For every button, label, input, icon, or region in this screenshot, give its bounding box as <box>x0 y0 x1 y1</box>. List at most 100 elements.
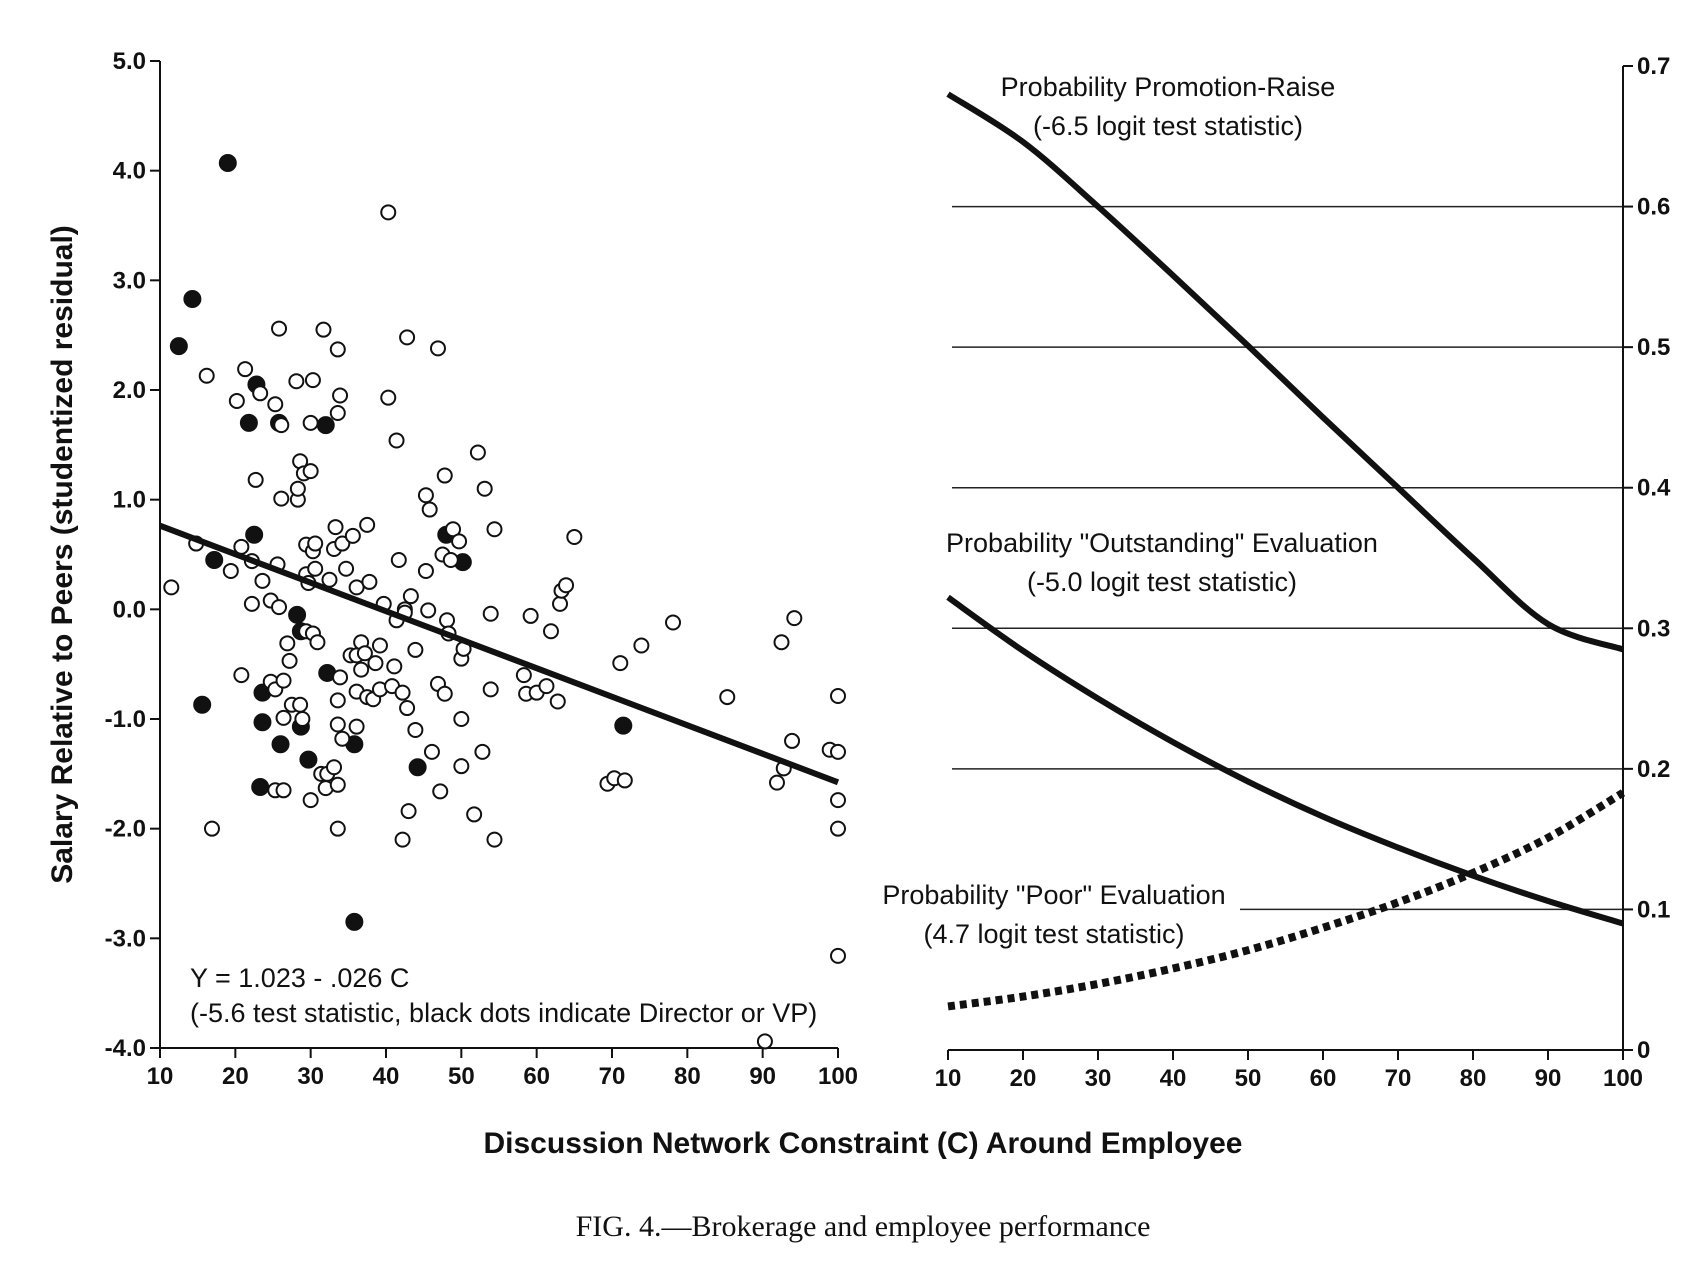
employee-point <box>307 560 324 577</box>
employee-point <box>348 718 365 735</box>
y-tick-label: -2.0 <box>105 816 146 843</box>
x-tick-label: 40 <box>1160 1065 1187 1092</box>
director-vp-point <box>251 777 270 796</box>
x-tick-label: 80 <box>1460 1065 1487 1092</box>
employee-point <box>394 831 411 848</box>
employee-point <box>329 692 346 709</box>
employee-point <box>315 321 332 338</box>
employee-point <box>538 678 555 695</box>
employee-point <box>326 759 343 776</box>
employee-point <box>436 467 453 484</box>
employee-point <box>558 577 575 594</box>
employee-point <box>329 341 346 358</box>
employee-point <box>344 527 361 544</box>
employee-point <box>830 947 846 964</box>
x-tick-label: 50 <box>448 1063 475 1090</box>
x-tick-label: 100 <box>1603 1065 1643 1092</box>
employee-point <box>288 373 305 390</box>
outstanding-evaluation-label: (-5.0 logit test statistic) <box>1027 567 1297 597</box>
x-tick-label: 100 <box>818 1063 858 1090</box>
employee-point <box>515 667 532 684</box>
employee-point <box>329 405 346 422</box>
employee-point <box>271 320 288 337</box>
employee-point <box>476 480 493 497</box>
y-tick-label: 3.0 <box>113 267 146 294</box>
x-tick-label: 50 <box>1235 1065 1262 1092</box>
poor-evaluation-label: Probability "Poor" Evaluation <box>882 880 1225 910</box>
y-tick-label: -3.0 <box>105 925 146 952</box>
y-tick-label: 4.0 <box>113 158 146 185</box>
y-tick-label: 0.6 <box>1637 194 1670 221</box>
poor-evaluation-curve <box>947 789 1626 1011</box>
employee-point <box>830 743 846 760</box>
y-axis-title: Salary Relative to Peers (studentized re… <box>46 225 79 884</box>
employee-point <box>486 831 503 848</box>
employee-point <box>267 396 284 413</box>
employee-point <box>402 588 419 605</box>
employee-point <box>329 716 346 733</box>
employee-point <box>371 637 388 654</box>
employee-point <box>359 516 376 533</box>
director-vp-point <box>299 750 318 769</box>
outstanding-evaluation-label: Probability "Outstanding" Evaluation <box>946 528 1378 558</box>
director-vp-point <box>288 605 307 624</box>
employee-point <box>566 528 583 545</box>
employee-point <box>292 696 309 713</box>
regression-annotation-line: Y = 1.023 - .026 C <box>190 963 409 993</box>
employee-point <box>271 599 288 616</box>
employee-point <box>756 1033 773 1050</box>
employee-point <box>474 743 491 760</box>
employee-point <box>327 519 344 536</box>
regression-annotation-line: (-5.6 test statistic, black dots indicat… <box>190 998 817 1028</box>
employee-point <box>338 560 355 577</box>
y-tick-label: 0.3 <box>1637 615 1670 642</box>
promotion-raise-curve <box>946 91 1624 653</box>
employee-point <box>612 655 629 672</box>
employee-point <box>399 329 416 346</box>
employee-point <box>367 655 384 672</box>
employee-point <box>482 681 499 698</box>
employee-point <box>407 641 424 658</box>
y-tick-label: 0.7 <box>1637 53 1670 80</box>
director-vp-point <box>408 758 427 777</box>
employee-point <box>273 417 290 434</box>
employee-point <box>329 776 346 793</box>
employee-point <box>423 743 440 760</box>
x-tick-label: 20 <box>222 1063 249 1090</box>
regression-line <box>158 522 840 786</box>
director-vp-point <box>614 716 633 735</box>
employee-point <box>665 614 682 631</box>
employee-point <box>228 392 245 409</box>
employee-point <box>552 595 569 612</box>
employee-point <box>439 612 456 629</box>
y-tick-label: 0.5 <box>1637 334 1670 361</box>
x-tick-label: 30 <box>1085 1065 1112 1092</box>
employee-point <box>451 533 468 550</box>
employee-point <box>233 667 250 684</box>
employee-point <box>309 634 326 651</box>
director-vp-point <box>253 713 272 732</box>
promotion-raise-label: Probability Promotion-Raise <box>1001 72 1336 102</box>
y-tick-label: -1.0 <box>105 706 146 733</box>
employee-point <box>163 579 180 596</box>
director-vp-point <box>245 525 264 544</box>
employee-point <box>252 385 269 402</box>
director-vp-point <box>183 289 202 308</box>
director-vp-point <box>271 735 290 754</box>
employee-point <box>436 685 453 702</box>
employee-point <box>334 730 351 747</box>
employee-point <box>786 610 803 627</box>
employee-point <box>768 774 785 791</box>
employee-point <box>203 820 220 837</box>
employee-point <box>421 501 438 518</box>
y-tick-label: 0 <box>1637 1037 1650 1064</box>
x-tick-label: 20 <box>1010 1065 1037 1092</box>
employee-point <box>399 700 416 717</box>
employee-point <box>247 471 264 488</box>
employee-point <box>830 687 846 704</box>
employee-point <box>719 689 736 706</box>
employee-point <box>420 602 437 619</box>
x-tick-label: 10 <box>935 1065 962 1092</box>
employee-point <box>198 367 215 384</box>
y-tick-label: 0.0 <box>113 596 146 623</box>
